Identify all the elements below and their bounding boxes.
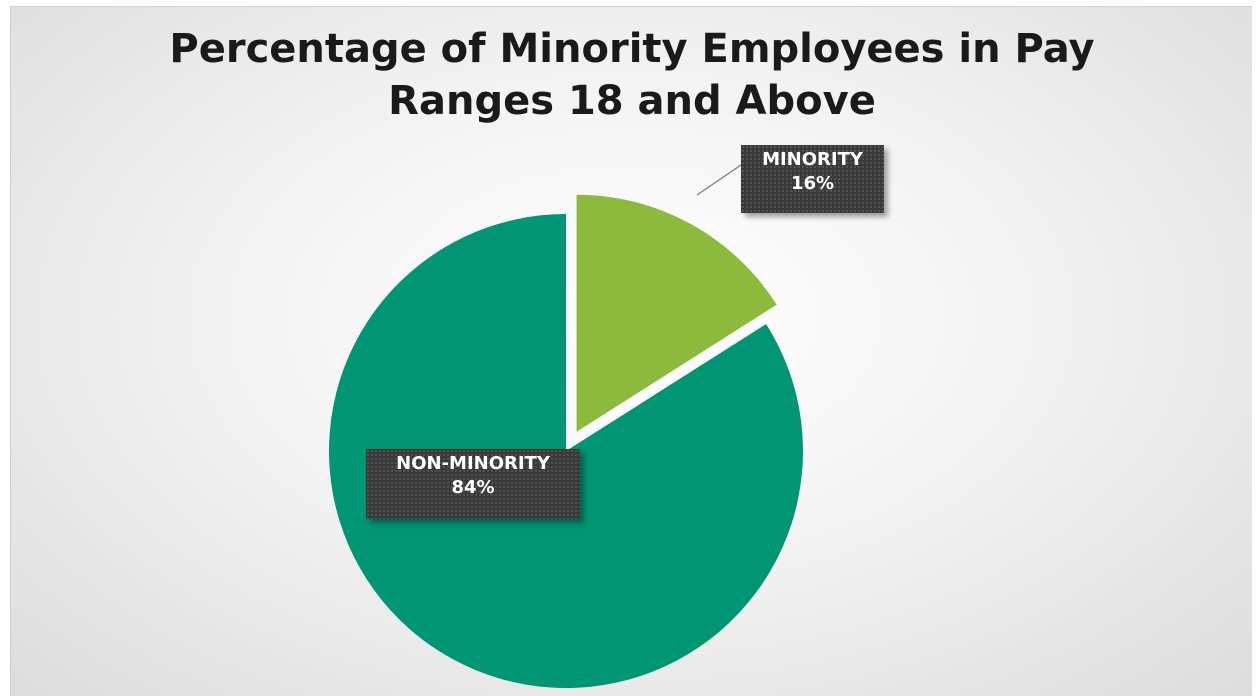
chart-title: Percentage of Minority Employees in Pay … (11, 23, 1252, 127)
pie-chart (328, 164, 803, 688)
chart-title-line-2: Ranges 18 and Above (388, 78, 876, 124)
nonminority-label-value: 84% (451, 477, 495, 498)
minority-slice (576, 194, 777, 432)
nonminority-data-label: NON-MINORITY 84% (366, 449, 580, 519)
minority-data-label: MINORITY 16% (741, 145, 884, 213)
minority-label-name: MINORITY (762, 149, 863, 170)
chart-title-line-1: Percentage of Minority Employees in Pay (169, 26, 1095, 72)
nonminority-label-name: NON-MINORITY (396, 453, 550, 474)
minority-leader-line (696, 164, 742, 196)
chart-area: Percentage of Minority Employees in Pay … (10, 6, 1252, 696)
minority-label-value: 16% (790, 173, 835, 194)
